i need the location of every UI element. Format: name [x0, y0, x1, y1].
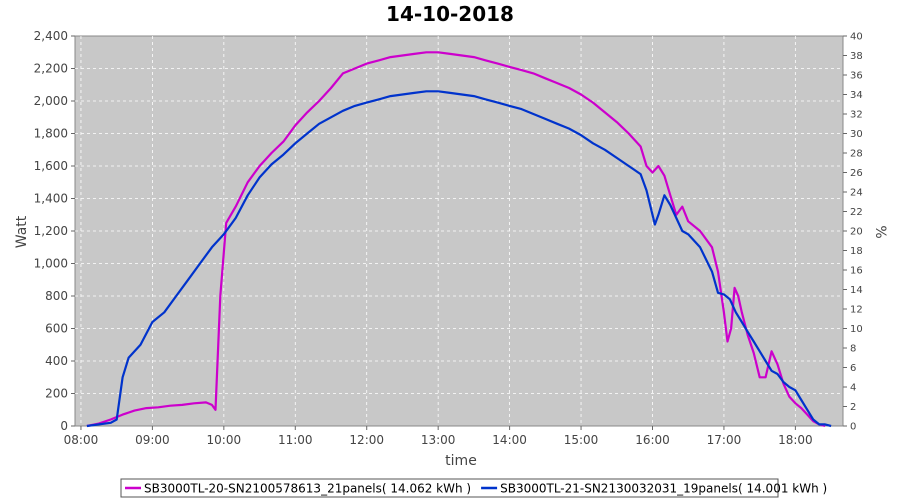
y2-tick-label: 30 [850, 129, 863, 140]
y-tick-label: 600 [45, 322, 68, 336]
y2-tick-label: 14 [850, 285, 863, 296]
y2-tick-label: 22 [850, 207, 863, 218]
y2-tick-label: 6 [850, 363, 856, 374]
y2-tick-label: 28 [850, 149, 863, 160]
y-tick-label: 1,200 [34, 224, 68, 238]
y2-tick-label: 12 [850, 305, 863, 316]
x-tick-label: 11:00 [278, 433, 313, 447]
x-tick-label: 13:00 [421, 433, 456, 447]
y2-tick-label: 4 [850, 383, 856, 394]
x-tick-label: 09:00 [135, 433, 170, 447]
y-tick-label: 400 [45, 354, 68, 368]
legend: SB3000TL-20-SN2100578613_21panels( 14.06… [120, 478, 827, 498]
y-tick-label: 1,800 [34, 127, 68, 141]
x-tick-label: 08:00 [64, 433, 99, 447]
y2-tick-label: 16 [850, 266, 863, 277]
y2-tick-label: 8 [850, 344, 856, 355]
x-tick-label: 16:00 [635, 433, 670, 447]
y2-tick-label: 38 [850, 51, 863, 62]
grid-layer [75, 36, 843, 426]
x-tick-label: 15:00 [564, 433, 599, 447]
x-tick-label: 14:00 [492, 433, 527, 447]
legend-box [120, 478, 779, 498]
y2-tick-label: 24 [850, 188, 863, 199]
y-tick-label: 2,000 [34, 94, 68, 108]
y-tick-label: 2,200 [34, 62, 68, 76]
y-tick-label: 1,400 [34, 192, 68, 206]
y2-tick-label: 18 [850, 246, 863, 257]
x-tick-label: 10:00 [207, 433, 242, 447]
axis-layer: 02004006008001,0001,2001,4001,6001,8002,… [34, 29, 863, 447]
y2-tick-label: 34 [850, 90, 863, 101]
x-tick-label: 17:00 [707, 433, 742, 447]
y-tick-label: 1,600 [34, 159, 68, 173]
y2-tick-label: 32 [850, 110, 863, 121]
x-axis-label: time [445, 453, 477, 469]
y-tick-label: 2,400 [34, 29, 68, 43]
y-tick-label: 800 [45, 289, 68, 303]
y-tick-label: 0 [60, 419, 68, 433]
y2-tick-label: 20 [850, 227, 863, 238]
y2-tick-label: 36 [850, 71, 863, 82]
chart-title: 14-10-2018 [386, 2, 514, 26]
y-tick-label: 1,000 [34, 257, 68, 271]
series-layer [86, 51, 832, 428]
x-tick-label: 18:00 [778, 433, 813, 447]
y2-tick-label: 2 [850, 402, 856, 413]
y2-tick-label: 10 [850, 324, 863, 335]
x-tick-label: 12:00 [349, 433, 384, 447]
y-axis-label: Watt [14, 215, 30, 248]
legend-label-2: SB3000TL-21-SN2130032031_19panels( 14.00… [500, 482, 827, 496]
y2-tick-label: 26 [850, 168, 863, 179]
y2-axis-label: % [872, 225, 888, 238]
legend-label-1: SB3000TL-20-SN2100578613_21panels( 14.06… [144, 482, 471, 496]
y2-tick-label: 40 [850, 32, 863, 43]
y-tick-label: 200 [45, 387, 68, 401]
y2-tick-label: 0 [850, 422, 856, 433]
series-line-2 [86, 90, 832, 428]
